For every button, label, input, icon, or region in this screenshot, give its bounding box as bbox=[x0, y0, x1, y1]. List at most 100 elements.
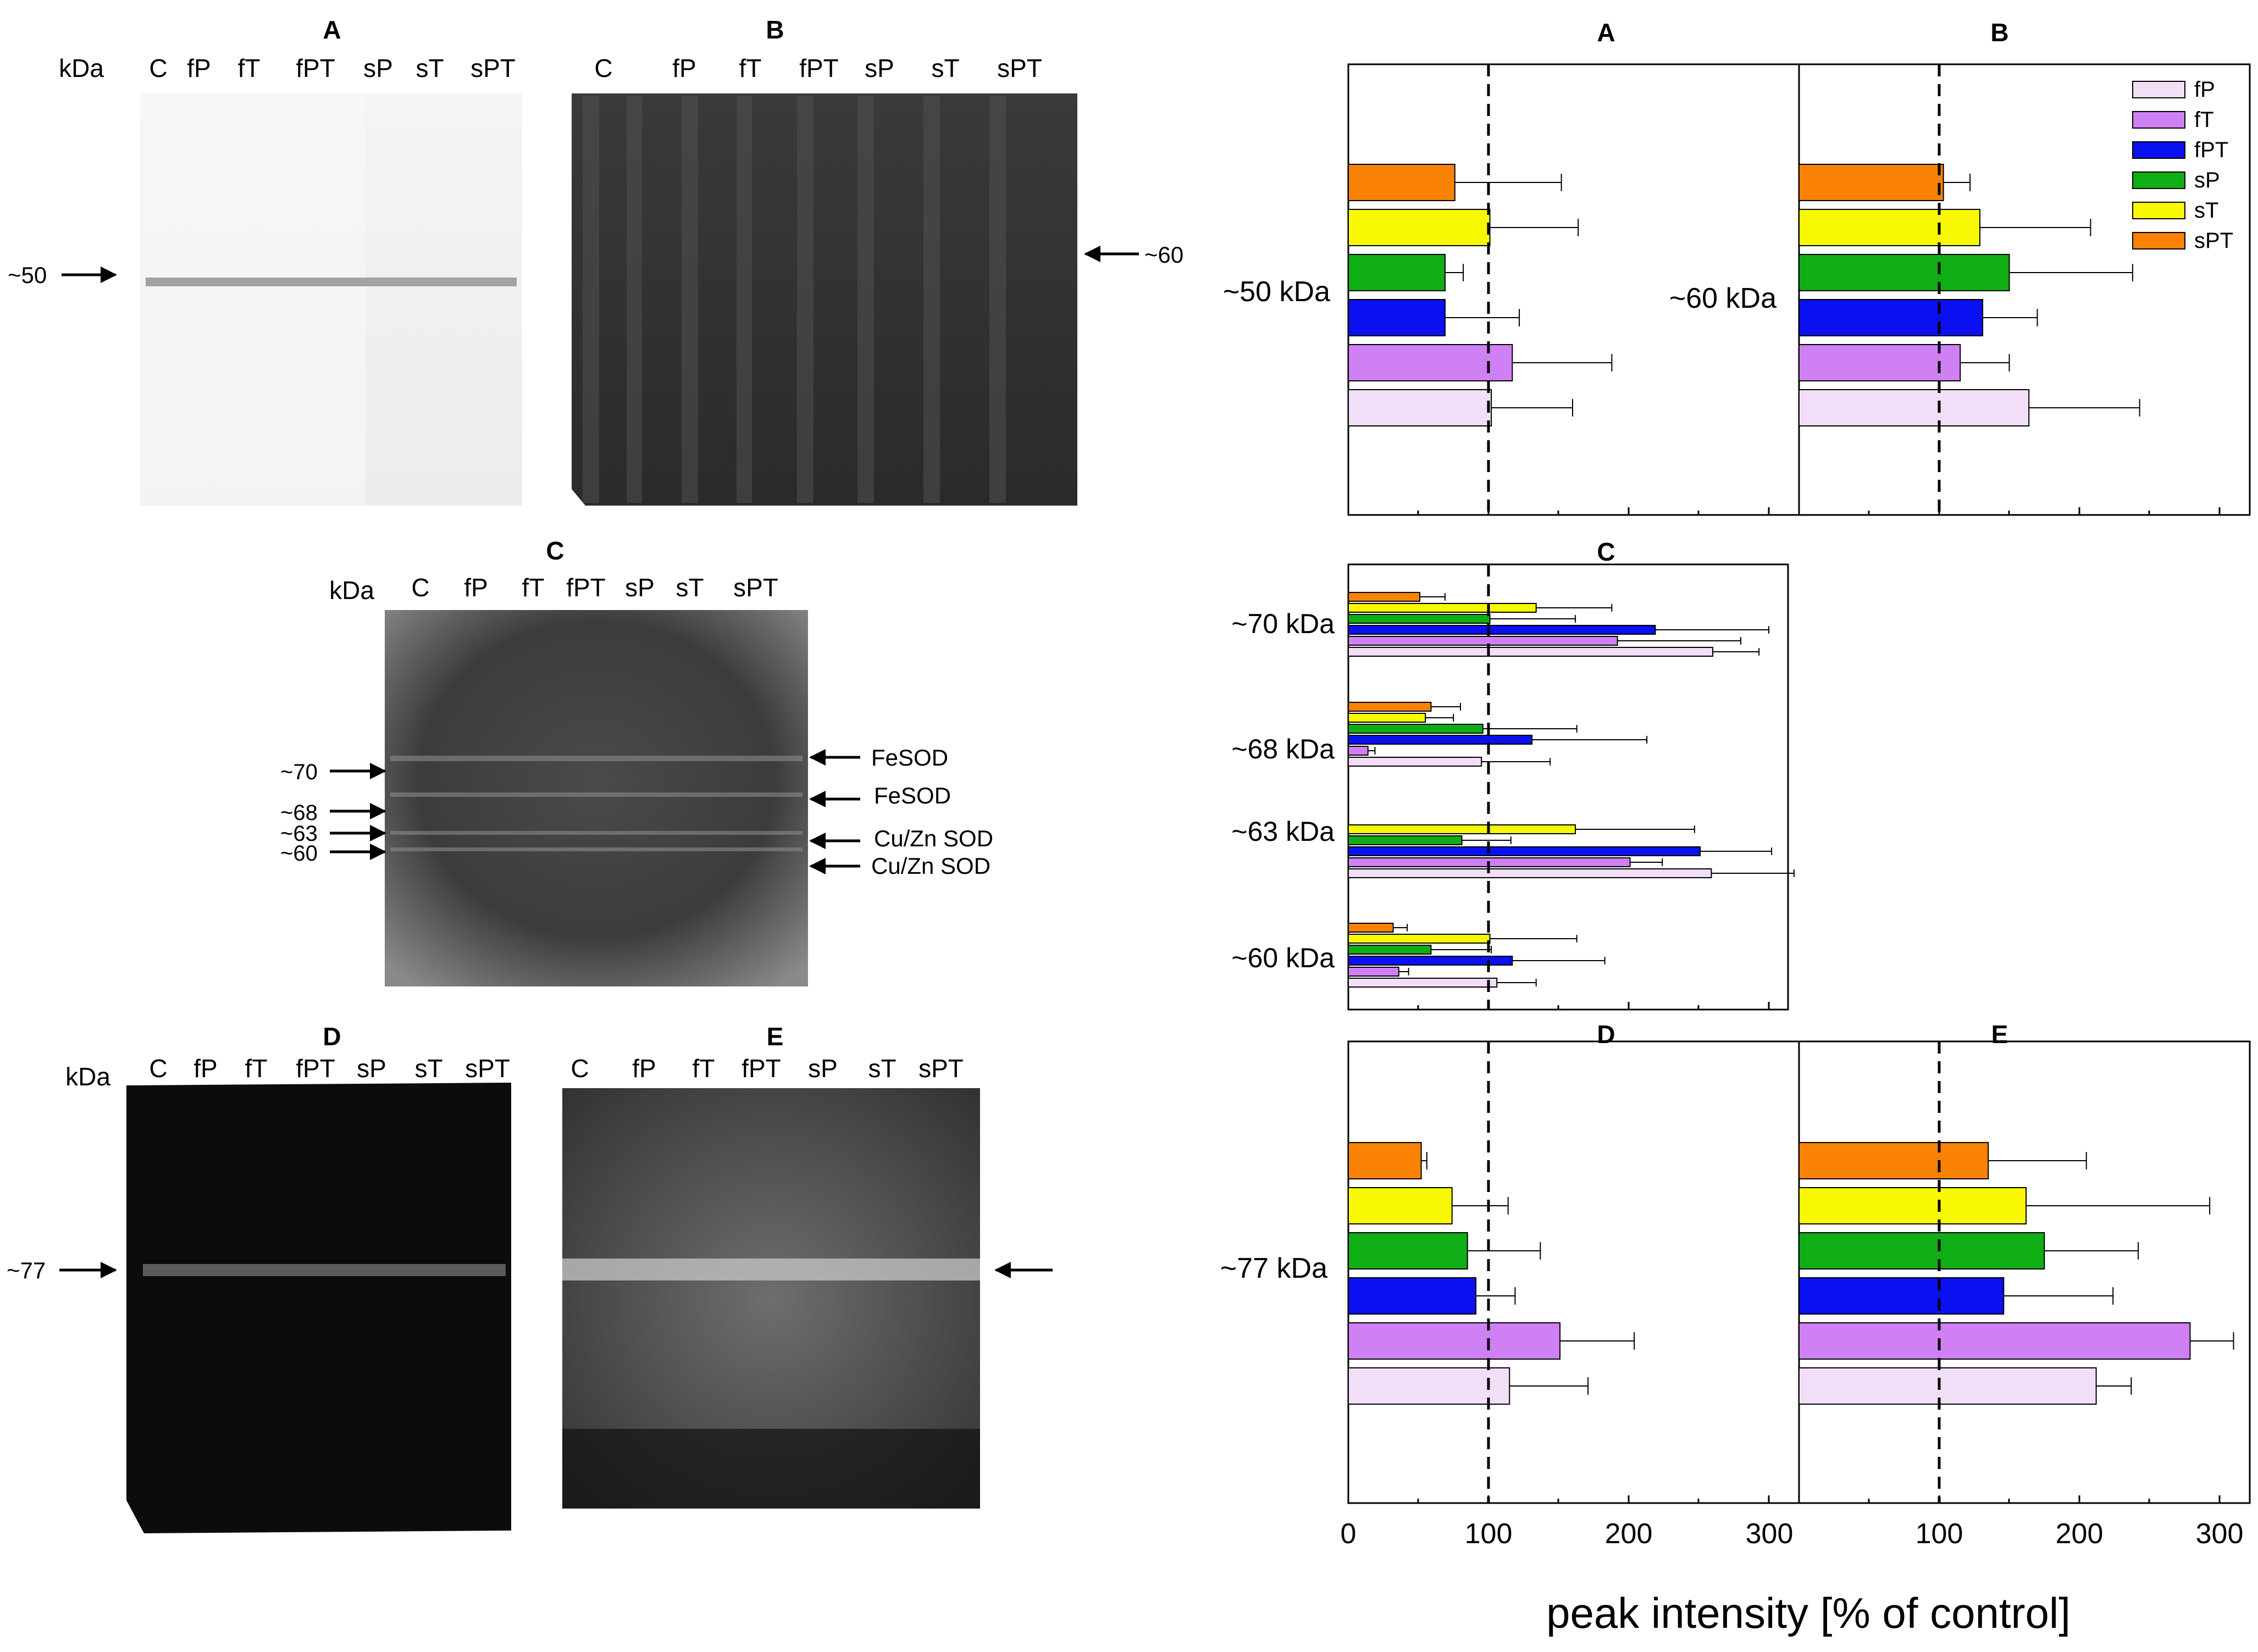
legend-swatch-spt bbox=[2132, 232, 2185, 250]
bar-st bbox=[1348, 824, 1576, 834]
sod-annotation: Cu/Zn SOD bbox=[874, 825, 993, 851]
lane-label: sT bbox=[416, 54, 444, 82]
x-tick-label: 100 bbox=[1916, 1518, 1963, 1550]
bar-fp bbox=[1348, 757, 1482, 767]
x-tick-label: 100 bbox=[1465, 1518, 1513, 1550]
lane-label: sP bbox=[363, 54, 393, 82]
bar-spt bbox=[1798, 1142, 1989, 1179]
panel-d-frame bbox=[1347, 1040, 1800, 1504]
lane-label: fPT bbox=[741, 1054, 781, 1083]
bar-st bbox=[1798, 1187, 2027, 1224]
bar-fp bbox=[1348, 647, 1713, 657]
sod-annotation: Cu/Zn SOD bbox=[871, 853, 990, 879]
lane-label: C bbox=[571, 1054, 589, 1083]
gel-e: E C fP fT fPT sP sT sPT bbox=[562, 1022, 1053, 1509]
lane-label: fP bbox=[672, 54, 696, 82]
lane-label: fP bbox=[187, 54, 211, 82]
chart-title-d: D bbox=[1597, 1020, 1615, 1049]
x-tick-label: 0 bbox=[1341, 1518, 1357, 1550]
bar-ft bbox=[1348, 967, 1399, 977]
gel-b-letter: B bbox=[766, 15, 784, 44]
lane-label: sT bbox=[676, 573, 704, 602]
bar-st bbox=[1798, 209, 1980, 246]
bar-ft bbox=[1798, 1322, 2191, 1360]
bar-fpt bbox=[1798, 1277, 2005, 1315]
x-tick-label: 300 bbox=[1746, 1518, 1794, 1550]
bar-fp bbox=[1348, 389, 1492, 426]
x-tick-label: 200 bbox=[1605, 1518, 1653, 1550]
bar-ft bbox=[1348, 636, 1618, 646]
gel-d-letter: D bbox=[323, 1022, 341, 1051]
gel-c-marker: ~68 bbox=[280, 801, 318, 825]
lane-label: sP bbox=[625, 573, 655, 602]
bar-st bbox=[1348, 934, 1491, 944]
legend-swatch-st bbox=[2132, 202, 2185, 219]
gel-d-unit: kDa bbox=[65, 1062, 110, 1091]
bar-spt bbox=[1348, 164, 1455, 201]
lane-label: C bbox=[149, 1054, 167, 1083]
legend bbox=[2130, 77, 2234, 258]
bar-st bbox=[1348, 209, 1491, 246]
gel-c-unit: kDa bbox=[329, 576, 374, 605]
gel-c-marker: ~60 bbox=[280, 841, 318, 866]
bar-sp bbox=[1348, 614, 1491, 624]
legend-label-sp: sP bbox=[2194, 168, 2220, 192]
lane-label: C bbox=[149, 54, 167, 82]
bar-spt bbox=[1348, 1142, 1422, 1179]
group-label: ~50 kDa bbox=[1223, 276, 1330, 308]
gel-a-band bbox=[146, 278, 517, 286]
group-label: ~68 kDa bbox=[1231, 734, 1335, 764]
lane-label: sT bbox=[414, 1054, 442, 1083]
x-axis-label: peak intensity [% of control] bbox=[1546, 1589, 2071, 1637]
bar-fpt bbox=[1348, 1277, 1477, 1315]
lane-label: fPT bbox=[566, 573, 606, 602]
bar-sp bbox=[1348, 1232, 1468, 1270]
gel-e-lanes: C fP fT fPT sP sT sPT bbox=[571, 1054, 964, 1083]
bar-ft bbox=[1348, 344, 1513, 381]
bar-fp bbox=[1348, 978, 1498, 988]
gel-c: C kDa C fP fT fPT sP sT sPT ~70 ~68 ~63 … bbox=[280, 536, 993, 986]
gel-c-marker: ~63 bbox=[280, 822, 318, 846]
lane-label: sPT bbox=[471, 54, 516, 82]
bar-st bbox=[1348, 603, 1537, 613]
lane-label: sT bbox=[868, 1054, 896, 1083]
group-label: ~70 kDa bbox=[1231, 608, 1335, 639]
gel-d-image bbox=[126, 1083, 511, 1533]
gel-a-marker: ~50 bbox=[8, 262, 47, 288]
bar-fpt bbox=[1798, 299, 1984, 336]
gel-a: A kDa C fP fT fPT sP sT sPT ~50 bbox=[8, 15, 522, 506]
bar-sp bbox=[1348, 254, 1446, 291]
bar-st bbox=[1348, 713, 1426, 723]
gel-c-image bbox=[385, 610, 808, 986]
lane-label: fP bbox=[193, 1054, 217, 1083]
bar-fp bbox=[1348, 1367, 1510, 1405]
sod-annotation: FeSOD bbox=[874, 783, 951, 808]
bar-spt bbox=[1348, 702, 1432, 712]
chart-title-a: A bbox=[1597, 18, 1615, 47]
group-label: ~77 kDa bbox=[1220, 1252, 1327, 1284]
lane-label: sPT bbox=[918, 1054, 964, 1083]
x-tick-label: 300 bbox=[2196, 1518, 2244, 1550]
lane-label: sPT bbox=[465, 1054, 510, 1083]
sod-annotation: FeSOD bbox=[871, 745, 948, 770]
x-tick-labels: 0 100 200 300 100 200 300 bbox=[1341, 1518, 2244, 1550]
bar-spt bbox=[1348, 923, 1394, 933]
bar-sp bbox=[1798, 254, 2010, 291]
bar-sp bbox=[1348, 724, 1484, 734]
gel-e-letter: E bbox=[767, 1022, 784, 1051]
legend-label-spt: sPT bbox=[2194, 229, 2233, 253]
lane-label: sPT bbox=[997, 54, 1042, 82]
bar-ft bbox=[1348, 746, 1369, 756]
lane-label: sP bbox=[865, 54, 894, 82]
bar-spt bbox=[1348, 592, 1421, 602]
legend-swatch-fpt bbox=[2132, 141, 2185, 159]
lane-label: fT bbox=[522, 573, 545, 602]
legend-label-st: sT bbox=[2194, 198, 2218, 223]
lane-label: fT bbox=[739, 54, 762, 82]
x-tick-label: 200 bbox=[2056, 1518, 2104, 1550]
gel-a-unit: kDa bbox=[59, 54, 104, 82]
bar-ft bbox=[1348, 1322, 1561, 1360]
bar-fp bbox=[1348, 868, 1712, 878]
group-label: ~60 kDa bbox=[1231, 943, 1335, 973]
gel-b: B C fP fT fPT sP sT sPT ~60 bbox=[572, 15, 1183, 506]
